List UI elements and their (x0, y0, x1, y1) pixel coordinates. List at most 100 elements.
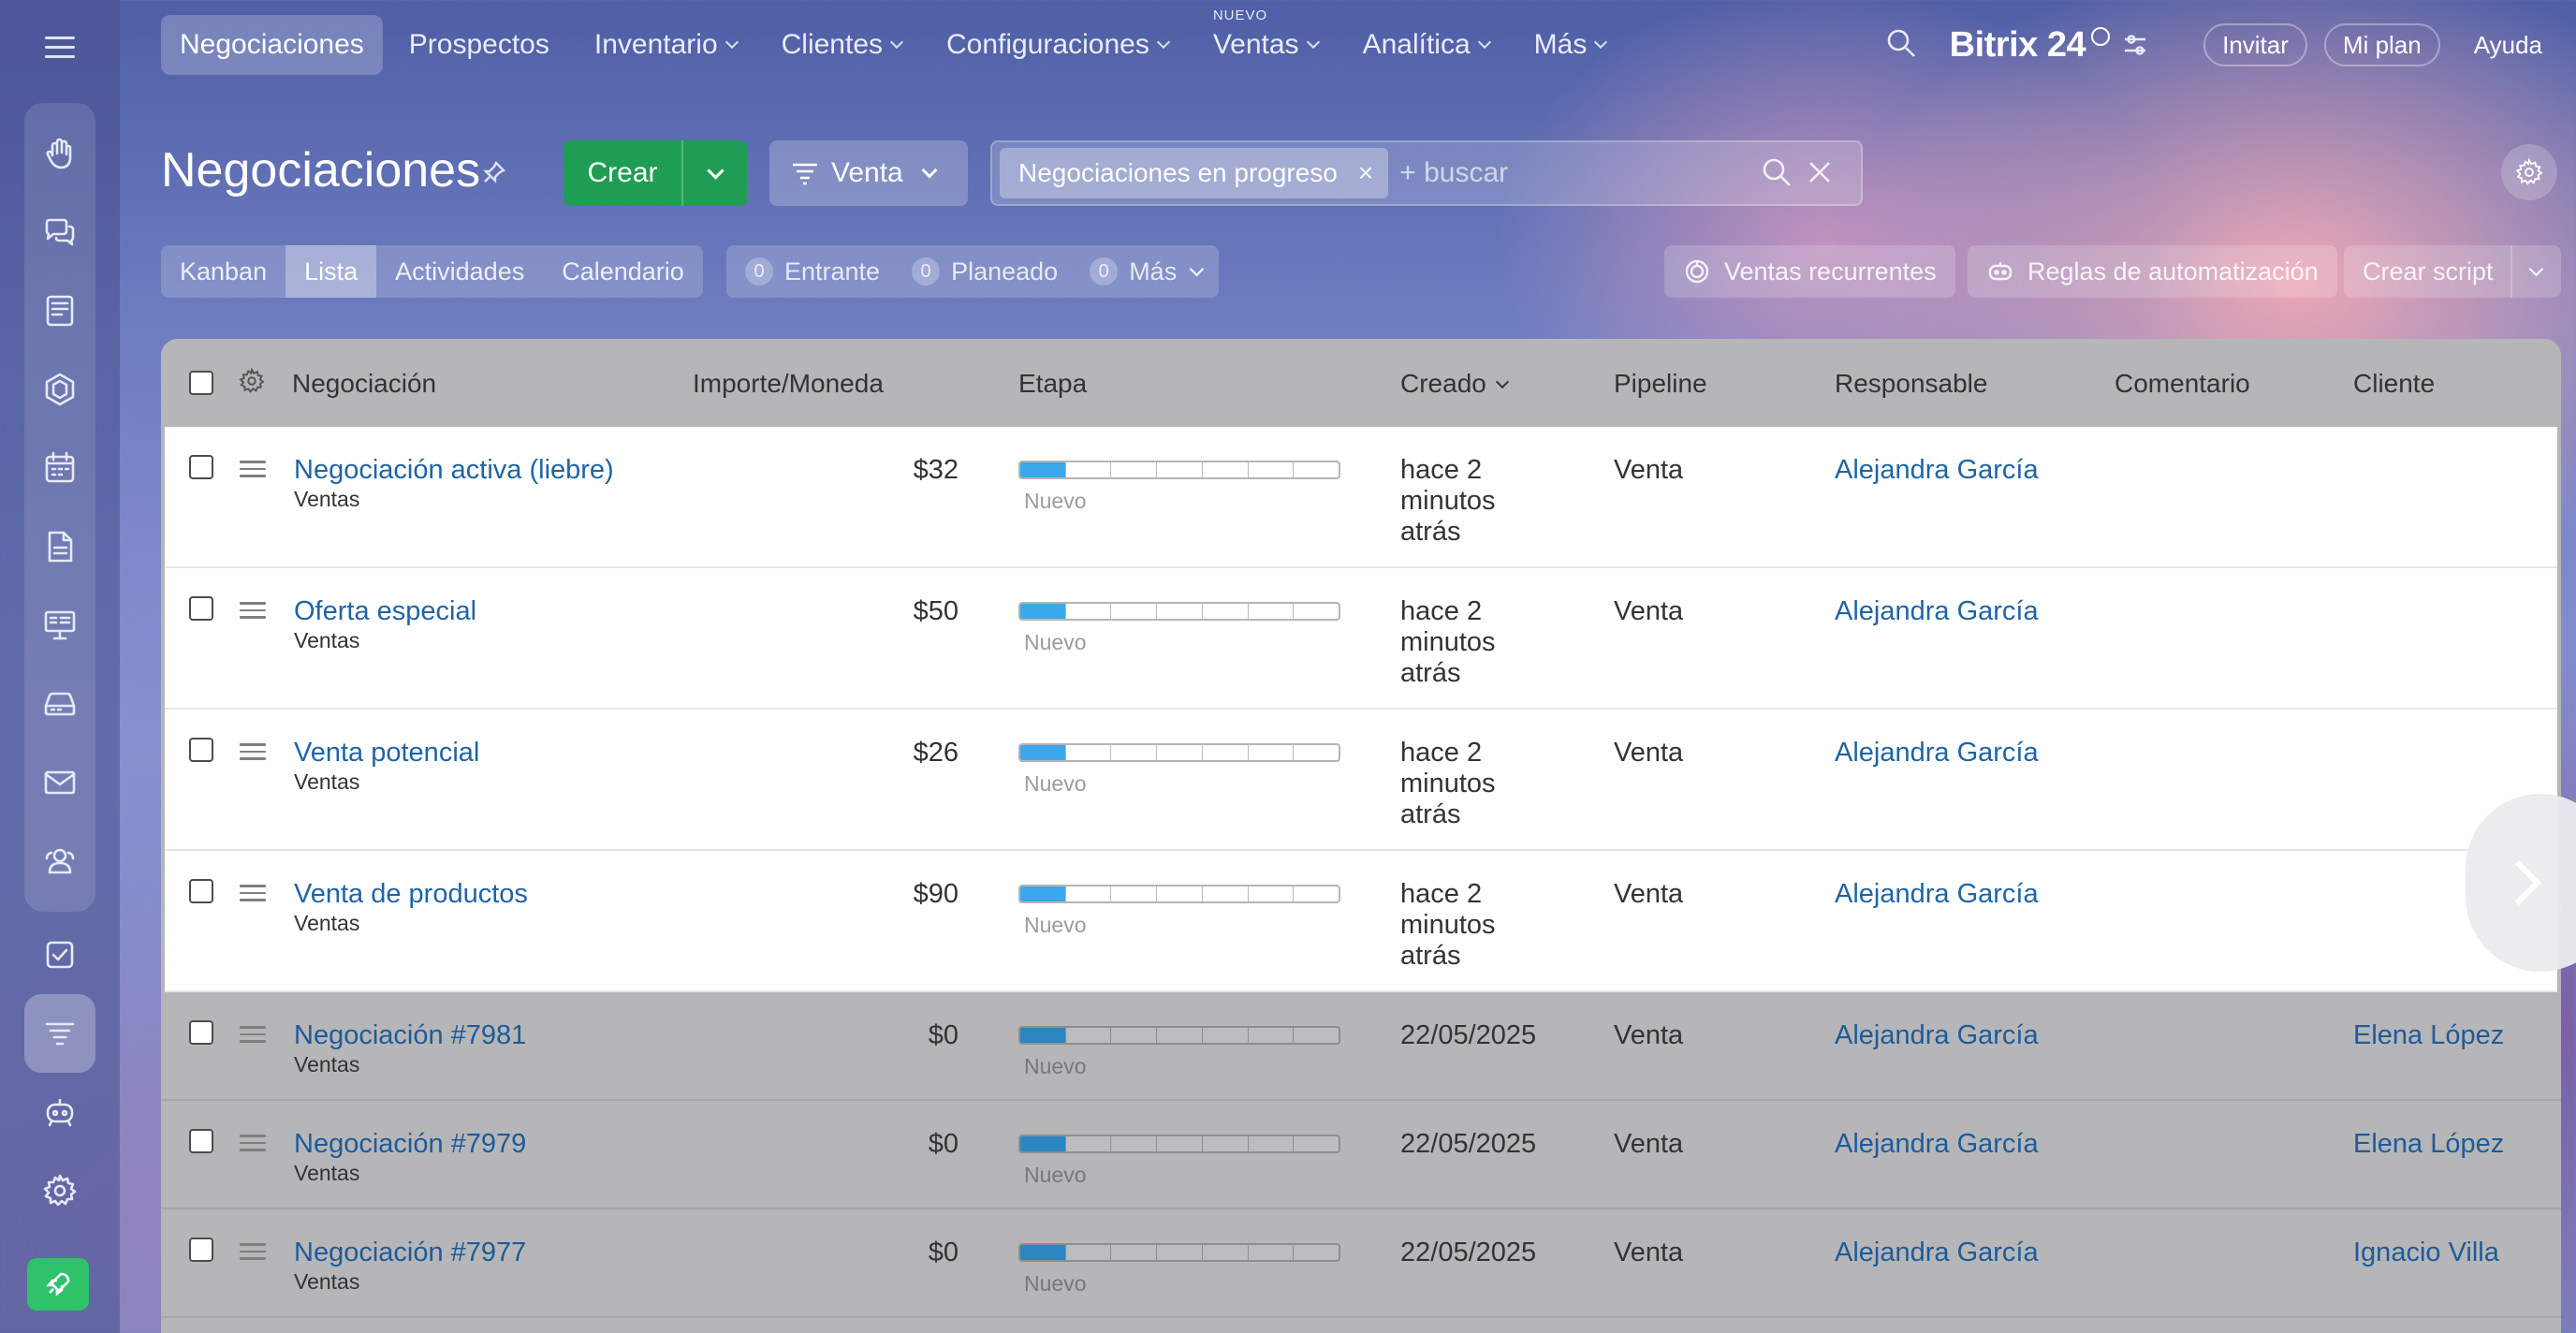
stage-segment[interactable] (1203, 1136, 1249, 1151)
topnav-item-7[interactable]: Más (1515, 15, 1625, 75)
column-header-pipeline[interactable]: Pipeline (1614, 369, 1707, 398)
stage-segment[interactable] (1020, 1136, 1066, 1151)
search-input[interactable] (1399, 157, 1756, 189)
row-checkbox[interactable] (189, 455, 213, 479)
stage-segment[interactable] (1294, 1136, 1339, 1151)
stage-segment[interactable] (1020, 604, 1066, 619)
stage-segment[interactable] (1066, 1136, 1112, 1151)
column-header-deal[interactable]: Negociación (292, 369, 437, 398)
responsible-link[interactable]: Alejandra García (1835, 1238, 2039, 1267)
deal-title-link[interactable]: Negociación activa (liebre) (294, 455, 614, 485)
search-icon[interactable] (1760, 155, 1793, 189)
topnav-item-1[interactable]: Prospectos (390, 15, 568, 75)
stage-segment[interactable] (1249, 1245, 1295, 1260)
brand-logo[interactable]: Bitrix 24 (1949, 24, 2086, 65)
stage-segment[interactable] (1157, 462, 1203, 477)
stage-segment[interactable] (1157, 604, 1203, 619)
stage-segment[interactable] (1111, 1028, 1158, 1043)
row-checkbox[interactable] (189, 1020, 213, 1045)
table-row[interactable]: Negociación #7979 Ventas $0 Nuevo 22/05/2025… (161, 1101, 2561, 1209)
stage-segment[interactable] (1294, 745, 1339, 760)
row-checkbox[interactable] (189, 879, 213, 903)
column-header-stage[interactable]: Etapa (1018, 369, 1088, 398)
create-script-label[interactable]: Crear script (2344, 245, 2512, 298)
calendar-icon[interactable] (24, 429, 95, 507)
page-settings-gear-icon[interactable] (2501, 144, 2557, 200)
topnav-item-3[interactable]: Clientes (763, 15, 920, 75)
table-row[interactable]: Venta de productos Ventas $90 Nuevo hace 2 m… (165, 851, 2557, 992)
chevron-down-icon[interactable] (2528, 261, 2543, 276)
filter-search-box[interactable]: Negociaciones en progreso × (990, 140, 1863, 206)
close-icon[interactable]: × (1357, 158, 1374, 187)
row-checkbox[interactable] (189, 1238, 213, 1262)
stage-segment[interactable] (1203, 604, 1249, 619)
select-all-checkbox[interactable] (189, 371, 213, 395)
stage-segment[interactable] (1294, 886, 1339, 901)
tasks-icon[interactable] (24, 916, 95, 994)
create-script-button[interactable]: Crear script (2344, 245, 2561, 298)
row-checkbox[interactable] (189, 738, 213, 762)
topnav-item-2[interactable]: Inventario (576, 15, 755, 75)
hand-icon[interactable] (24, 114, 95, 193)
topnav-item-0[interactable]: Negociaciones (161, 15, 383, 75)
pipeline-selector[interactable]: Venta (769, 140, 968, 206)
stage-segment[interactable] (1111, 745, 1158, 760)
stage-progress-bar[interactable] (1018, 1135, 1340, 1153)
stage-segment[interactable] (1020, 745, 1066, 760)
column-header-client[interactable]: Cliente (2353, 369, 2436, 398)
create-button[interactable]: Crear (564, 140, 747, 206)
my-plan-button[interactable]: Mi plan (2323, 23, 2440, 66)
stage-segment[interactable] (1294, 1245, 1339, 1260)
stage-segment[interactable] (1203, 1245, 1249, 1260)
next-arrow-button[interactable] (2466, 794, 2576, 972)
create-dropdown-chevron-icon[interactable] (683, 140, 747, 206)
view-tab-2[interactable]: Actividades (395, 256, 525, 286)
stage-progress-bar[interactable] (1018, 743, 1340, 762)
column-header-responsible[interactable]: Responsable (1835, 369, 1988, 398)
drag-handle-icon[interactable] (240, 1243, 266, 1260)
stage-segment[interactable] (1157, 1136, 1203, 1151)
table-row[interactable]: Negociación #7981 Ventas $0 Nuevo 22/05/2025… (161, 992, 2561, 1101)
deal-title-link[interactable]: Oferta especial (294, 596, 477, 626)
deal-title-link[interactable]: Negociación #7981 (294, 1020, 527, 1050)
stage-segment[interactable] (1066, 886, 1112, 901)
filter-chip[interactable]: Negociaciones en progreso × (1000, 148, 1389, 198)
counter-2[interactable]: 0 Más (1090, 257, 1205, 286)
stage-segment[interactable] (1157, 886, 1203, 901)
view-tab-0[interactable]: Kanban (180, 256, 268, 286)
stage-segment[interactable] (1020, 1245, 1066, 1260)
row-checkbox[interactable] (189, 1129, 213, 1153)
stage-progress-bar[interactable] (1018, 461, 1340, 479)
stage-segment[interactable] (1203, 1028, 1249, 1043)
stage-progress-bar[interactable] (1018, 885, 1340, 903)
topnav-item-4[interactable]: Configuraciones (928, 15, 1187, 75)
drag-handle-icon[interactable] (240, 1135, 266, 1151)
drag-handle-icon[interactable] (240, 461, 266, 477)
responsible-link[interactable]: Alejandra García (1835, 738, 2039, 768)
storage-icon[interactable] (24, 665, 95, 743)
column-settings-gear-icon[interactable] (238, 367, 266, 395)
drag-handle-icon[interactable] (240, 743, 266, 760)
counter-1[interactable]: 0 Planeado (912, 257, 1058, 286)
stage-segment[interactable] (1249, 745, 1295, 760)
document-icon[interactable] (24, 507, 95, 586)
stage-segment[interactable] (1157, 745, 1203, 760)
stage-segment[interactable] (1249, 1136, 1295, 1151)
topnav-item-6[interactable]: Analítica (1344, 15, 1508, 75)
stage-segment[interactable] (1157, 1028, 1203, 1043)
responsible-link[interactable]: Alejandra García (1835, 1020, 2039, 1050)
stage-segment[interactable] (1203, 886, 1249, 901)
stage-segment[interactable] (1157, 1245, 1203, 1260)
robot-icon[interactable] (24, 1073, 95, 1151)
responsible-link[interactable]: Alejandra García (1835, 455, 2039, 485)
mail-icon[interactable] (24, 743, 95, 822)
stage-segment[interactable] (1249, 1028, 1295, 1043)
stage-progress-bar[interactable] (1018, 602, 1340, 621)
stage-segment[interactable] (1249, 462, 1295, 477)
stage-segment[interactable] (1111, 1136, 1158, 1151)
stage-segment[interactable] (1111, 1245, 1158, 1260)
deal-title-link[interactable]: Negociación #7979 (294, 1129, 527, 1159)
topnav-item-5[interactable]: NUEVO Ventas (1194, 7, 1337, 75)
stage-progress-bar[interactable] (1018, 1026, 1340, 1045)
table-row[interactable]: Negociación activa (liebre) Ventas $32 Nuev… (165, 427, 2557, 568)
